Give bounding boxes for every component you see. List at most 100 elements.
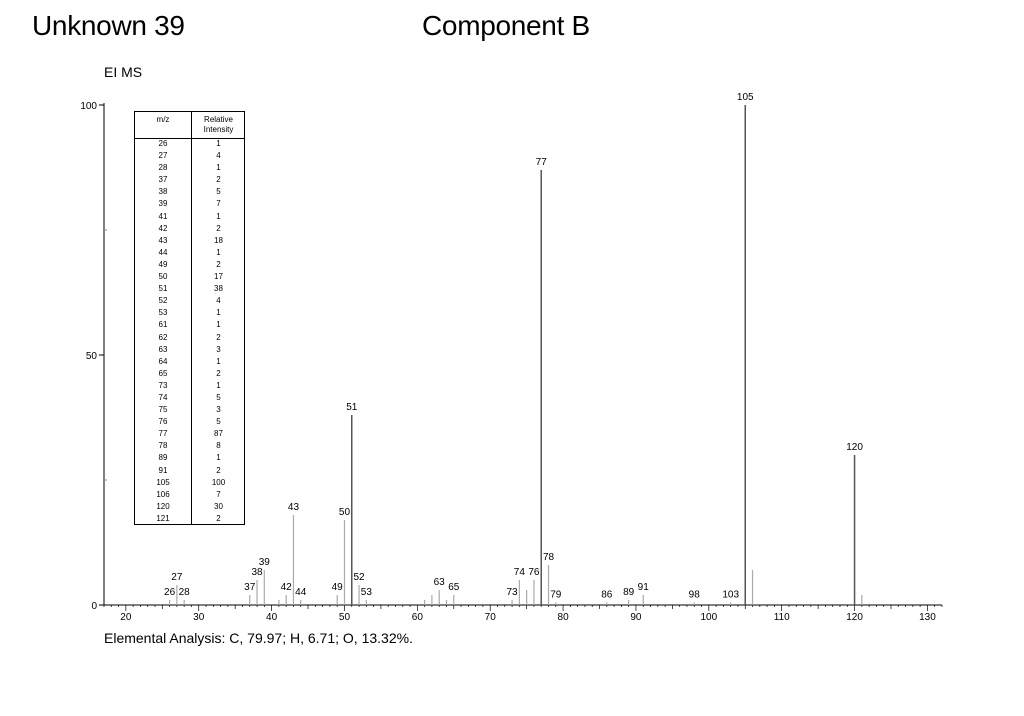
table-row: 43 18 [135, 235, 244, 247]
table-row: 91 2 [135, 465, 244, 477]
cell-relative-intensity: 5 [216, 417, 221, 427]
x-tick-label: 60 [412, 612, 424, 623]
peak-label: 27 [171, 572, 183, 583]
page-title: Unknown 39 [32, 10, 185, 41]
peak-label: 50 [339, 507, 351, 518]
table-row: 28 1 [135, 162, 244, 174]
header-relative-intensity: Relative Intensity [203, 115, 234, 134]
table-row: 62 2 [135, 332, 244, 344]
cell-mz: 78 [158, 441, 168, 451]
cell-mz: 52 [158, 296, 168, 306]
cell-mz: 39 [158, 199, 168, 209]
cell-mz: 91 [158, 465, 168, 475]
cell-mz: 38 [158, 187, 168, 197]
cell-mz: 44 [158, 247, 168, 257]
table-row: 38 5 [135, 186, 244, 198]
cell-relative-intensity: 1 [216, 163, 221, 173]
table-row: 120 30 [135, 501, 244, 513]
table-row: 39 7 [135, 198, 244, 210]
cell-mz: 106 [156, 489, 170, 499]
cell-mz: 51 [158, 284, 168, 294]
table-row: 89 1 [135, 452, 244, 464]
x-tick-label: 50 [339, 612, 351, 623]
x-tick-label: 30 [193, 612, 205, 623]
cell-relative-intensity: 2 [216, 368, 221, 378]
cell-relative-intensity: 2 [216, 332, 221, 342]
peak-label: 89 [623, 587, 635, 598]
peak-label: 38 [251, 567, 263, 578]
cell-mz: 121 [156, 513, 170, 523]
cell-mz: 26 [158, 139, 168, 148]
table-row: 53 1 [135, 307, 244, 319]
elemental-analysis: Elemental Analysis: C, 79.97; H, 6.71; O… [104, 630, 413, 646]
cell-relative-intensity: 1 [216, 308, 221, 318]
peak-label: 49 [332, 582, 344, 593]
cell-mz: 76 [158, 417, 168, 427]
peak-label: 74 [514, 567, 526, 578]
y-tick-label: 50 [86, 351, 98, 362]
table-row: 78 8 [135, 440, 244, 452]
method-label: EI MS [104, 64, 143, 80]
peak-label: 77 [536, 157, 548, 168]
cell-relative-intensity: 4 [216, 296, 221, 306]
cell-relative-intensity: 1 [216, 211, 221, 221]
table-body: 26 1 27 4 28 1 37 2 38 5 39 7 41 1 42 2 43 18 44 1 49 2 50 17 51… [135, 138, 244, 525]
cell-mz: 89 [158, 453, 168, 463]
cell-mz: 65 [158, 368, 168, 378]
y-tick-label: 0 [91, 601, 97, 612]
peak-label: 42 [281, 582, 293, 593]
cell-relative-intensity: 87 [214, 429, 223, 439]
table-row: 63 3 [135, 344, 244, 356]
table-row: 61 1 [135, 319, 244, 331]
peak-label: 98 [689, 590, 701, 601]
cell-relative-intensity: 5 [216, 187, 221, 197]
cell-relative-intensity: 2 [216, 465, 221, 475]
cell-relative-intensity: 1 [216, 247, 221, 257]
peak-label: 76 [528, 567, 540, 578]
cell-relative-intensity: 7 [216, 489, 221, 499]
peak-label: 73 [507, 587, 519, 598]
table-row: 76 5 [135, 416, 244, 428]
peak-label: 63 [434, 577, 446, 588]
peak-label: 103 [722, 590, 739, 601]
cell-relative-intensity: 17 [214, 272, 223, 282]
table-row: 75 3 [135, 404, 244, 416]
table-row: 65 2 [135, 368, 244, 380]
cell-mz: 105 [156, 477, 170, 487]
peak-label: 91 [638, 582, 650, 593]
component-title: Component B [422, 10, 590, 41]
cell-mz: 53 [158, 308, 168, 318]
table-row: 26 1 [135, 138, 244, 150]
cell-relative-intensity: 3 [216, 344, 221, 354]
cell-mz: 73 [158, 380, 168, 390]
x-tick-label: 110 [774, 612, 790, 623]
table-row: 77 87 [135, 428, 244, 440]
cell-relative-intensity: 1 [216, 139, 221, 148]
y-tick-label: 100 [80, 101, 97, 112]
x-tick-label: 100 [700, 612, 717, 623]
peak-label: 28 [179, 587, 191, 598]
x-tick-label: 90 [630, 612, 642, 623]
cell-relative-intensity: 8 [216, 441, 221, 451]
table-header: m/z Relative Intensity [135, 112, 244, 139]
cell-mz: 42 [158, 223, 168, 233]
table-divider [191, 112, 192, 524]
peak-label: 37 [244, 582, 256, 593]
peak-label: 44 [295, 587, 307, 598]
peak-label: 79 [550, 590, 562, 601]
peak-label: 52 [353, 572, 365, 583]
table-row: 64 1 [135, 356, 244, 368]
cell-relative-intensity: 30 [214, 501, 223, 511]
cell-relative-intensity: 1 [216, 380, 221, 390]
x-tick-label: 70 [485, 612, 497, 623]
cell-mz: 43 [158, 235, 168, 245]
table-row: 105 100 [135, 477, 244, 489]
peak-label: 78 [543, 552, 555, 563]
cell-relative-intensity: 3 [216, 405, 221, 415]
table-row: 51 38 [135, 283, 244, 295]
x-tick-label: 120 [846, 612, 863, 623]
table-row: 52 4 [135, 295, 244, 307]
cell-mz: 75 [158, 405, 168, 415]
cell-relative-intensity: 38 [214, 284, 223, 294]
